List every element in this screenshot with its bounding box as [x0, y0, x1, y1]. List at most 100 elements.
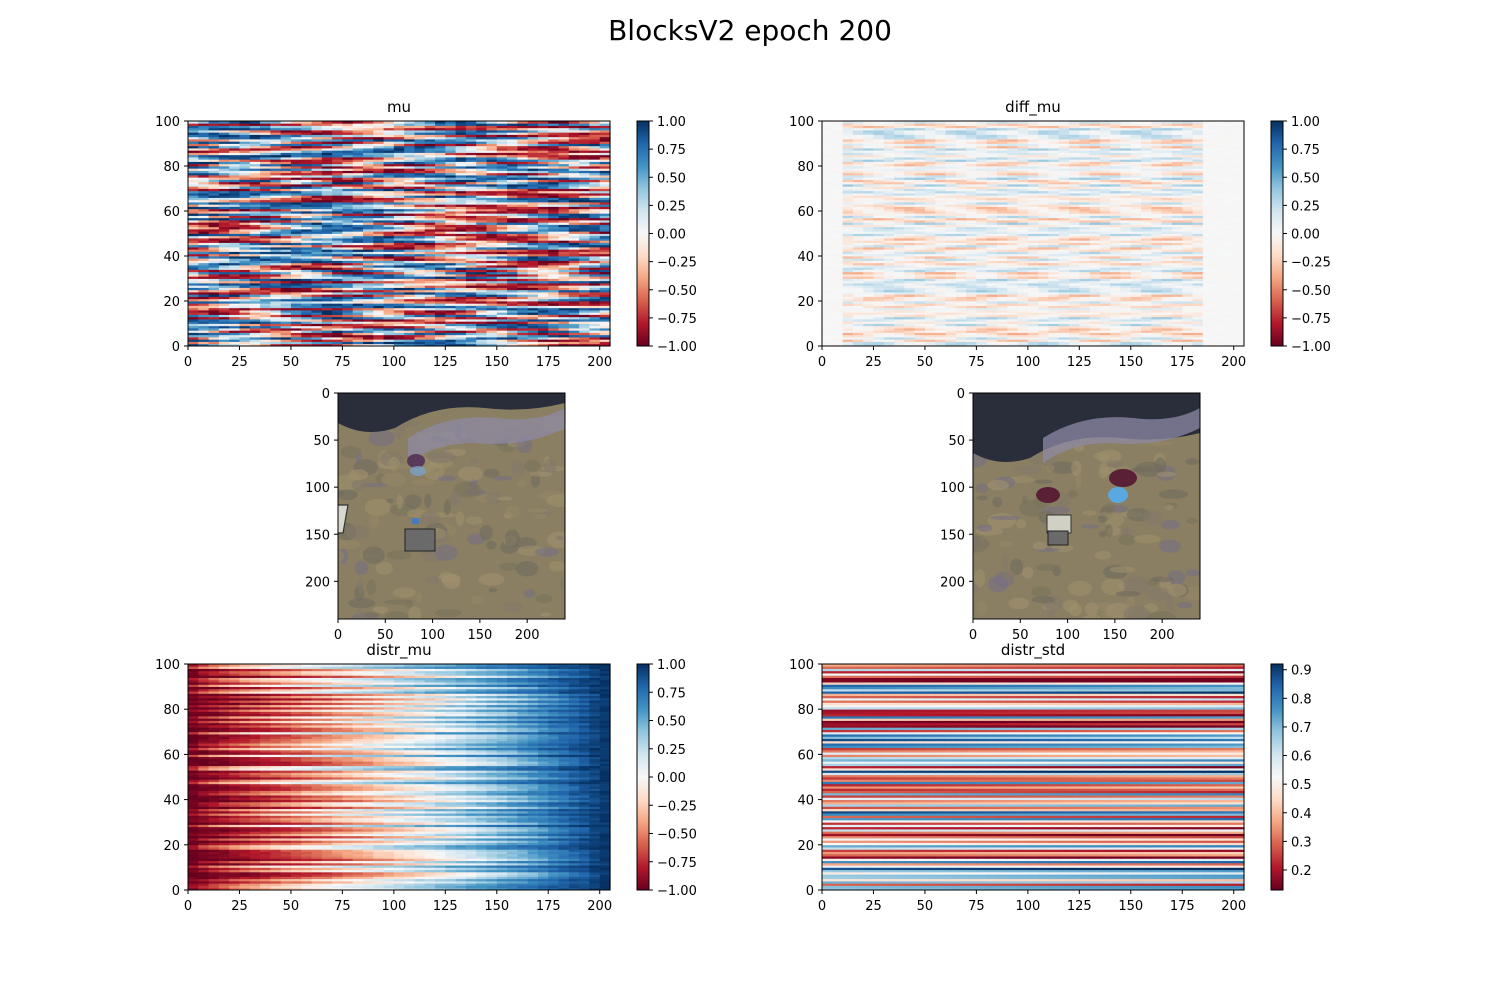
heatmap-cell [352, 184, 364, 187]
heatmap-cell [414, 229, 426, 232]
heatmap-cell [198, 202, 210, 205]
heatmap-cell [465, 269, 477, 273]
heatmap-cell [455, 175, 467, 178]
heatmap-cell [527, 204, 539, 207]
heatmap-cell [507, 247, 518, 250]
heatmap-cell [486, 289, 498, 293]
heatmap-cell [249, 265, 261, 268]
heatmap-cell [280, 337, 292, 340]
heatmap-cell [599, 181, 611, 185]
heatmap-cell [435, 166, 446, 169]
heatmap-cell [496, 334, 508, 338]
heatmap-cell [455, 211, 467, 214]
heatmap-cell [599, 343, 611, 347]
heatmap-cell [548, 298, 560, 302]
heatmap-cell [383, 260, 395, 264]
heatmap-cell [579, 283, 591, 286]
heatmap-cell [496, 303, 508, 306]
heatmap-cell [311, 323, 323, 327]
heatmap-cell [332, 179, 343, 183]
heatmap-cell [342, 310, 354, 313]
heatmap-cell [270, 310, 282, 313]
heatmap-cell [393, 213, 405, 216]
heatmap-cell [239, 172, 251, 176]
heatmap-cell [260, 190, 271, 194]
heatmap-cell [229, 253, 241, 257]
heatmap-cell [260, 242, 271, 246]
heatmap-cell [321, 208, 333, 212]
heatmap-cell [486, 202, 498, 205]
heatmap-cell [249, 276, 261, 279]
heatmap-cell [548, 276, 560, 279]
heatmap-cell [496, 292, 508, 295]
heatmap-cell [558, 253, 570, 257]
heatmap-cell [507, 197, 518, 201]
heatmap-cell [548, 168, 560, 171]
heatmap-cell [435, 323, 446, 327]
heatmap-cell [558, 222, 570, 225]
heatmap-cell [445, 265, 457, 268]
heatmap-cell [579, 238, 591, 241]
heatmap-cell [579, 332, 591, 336]
heatmap-cell [332, 258, 343, 261]
heatmap-cell [424, 271, 436, 275]
heatmap-cell [404, 231, 416, 234]
heatmap-cell [373, 181, 385, 185]
heatmap-cell [249, 202, 261, 205]
heatmap-cell [393, 256, 405, 259]
heatmap-cell [517, 341, 529, 345]
heatmap-cell [352, 217, 364, 221]
heatmap-cell [548, 341, 560, 345]
heatmap-cell [270, 316, 282, 320]
heatmap-cell [568, 265, 580, 268]
heatmap-cell [424, 190, 436, 194]
heatmap-cell [476, 238, 488, 241]
heatmap-cell [465, 231, 477, 234]
heatmap-cell [362, 292, 374, 295]
heatmap-cell [301, 170, 313, 174]
heatmap-cell [229, 321, 241, 324]
heatmap-cell [198, 312, 210, 315]
heatmap-cell [548, 235, 560, 239]
heatmap-cell [188, 217, 199, 221]
heatmap-cell [229, 226, 241, 230]
heatmap-cell [568, 251, 580, 255]
heatmap-cell [548, 319, 560, 322]
heatmap-cell [568, 186, 580, 189]
heatmap-cell [229, 289, 241, 293]
heatmap-cell [404, 211, 416, 214]
heatmap-cell [239, 303, 251, 306]
heatmap-cell [332, 231, 343, 234]
heatmap-cell [435, 310, 446, 313]
heatmap-cell [311, 305, 323, 309]
heatmap-cell [568, 334, 580, 338]
heatmap-cell [589, 294, 601, 297]
heatmap-cell [465, 242, 477, 246]
heatmap-cell [208, 163, 220, 167]
heatmap-cell [188, 179, 199, 183]
heatmap-cell [548, 249, 560, 252]
heatmap-cell [527, 190, 539, 194]
heatmap-cell [383, 330, 395, 333]
heatmap-cell [568, 269, 580, 273]
heatmap-cell [496, 175, 508, 178]
heatmap-cell [455, 285, 467, 288]
heatmap-cell [332, 298, 343, 302]
heatmap-cell [373, 226, 385, 230]
heatmap-cell [260, 233, 271, 237]
heatmap-cell [435, 316, 446, 320]
heatmap-cell [260, 253, 271, 257]
heatmap-cell [290, 328, 302, 331]
heatmap-cell [239, 328, 251, 331]
heatmap-cell [342, 249, 354, 252]
heatmap-cell [537, 321, 549, 324]
heatmap-cell [445, 251, 457, 255]
heatmap-cell [280, 177, 292, 180]
heatmap-cell [435, 226, 446, 230]
heatmap-cell [352, 166, 364, 169]
heatmap-cell [414, 260, 426, 264]
heatmap-cell [527, 260, 539, 264]
heatmap-cell [362, 240, 374, 243]
heatmap-cell [517, 249, 529, 252]
heatmap-cell [383, 332, 395, 336]
